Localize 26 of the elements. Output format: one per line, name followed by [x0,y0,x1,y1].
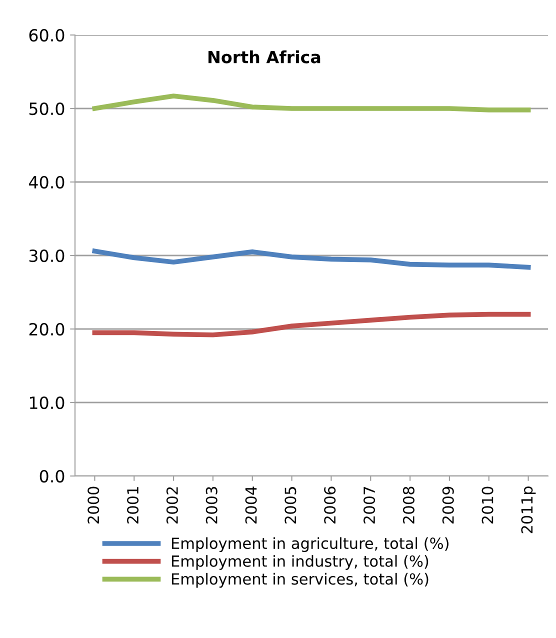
x-tick-label: 2011p [521,486,536,534]
y-tick-label: 50.0 [29,102,64,116]
text: North Africa [208,50,320,64]
line-series [92,94,531,112]
line-series [92,248,531,270]
y-tick-label: 40.0 [28,176,64,189]
x-tick-label: 2005 [284,487,296,524]
legend-label: Employment in agriculture, total (%) [172,537,448,552]
legend-label: Employment in industry, total (%) [172,555,428,570]
y-tick-label: 0.0 [40,470,64,483]
y-tick-label: 30.0 [29,249,64,262]
x-tick-label: 2009 [442,486,454,524]
x-tick-label: 2000 [88,486,100,524]
legend-label: Employment in services, total (%) [172,572,428,588]
x-tick-label: 2002 [166,487,178,524]
y-tick-label: 20.0 [29,322,64,336]
x-tick-label: 2008 [402,486,414,524]
x-tick-label: 2010 [482,486,494,524]
x-tick-label: 2007 [364,487,376,524]
line-series [92,312,531,338]
x-tick-label: 2006 [324,486,336,524]
y-tick-label: 60.0 [29,28,64,42]
y-tick-label: 10.0 [30,396,64,410]
x-tick-label: 2004 [245,486,257,524]
x-tick-label: 2001 [127,487,139,524]
x-tick-label: 2003 [206,486,218,524]
